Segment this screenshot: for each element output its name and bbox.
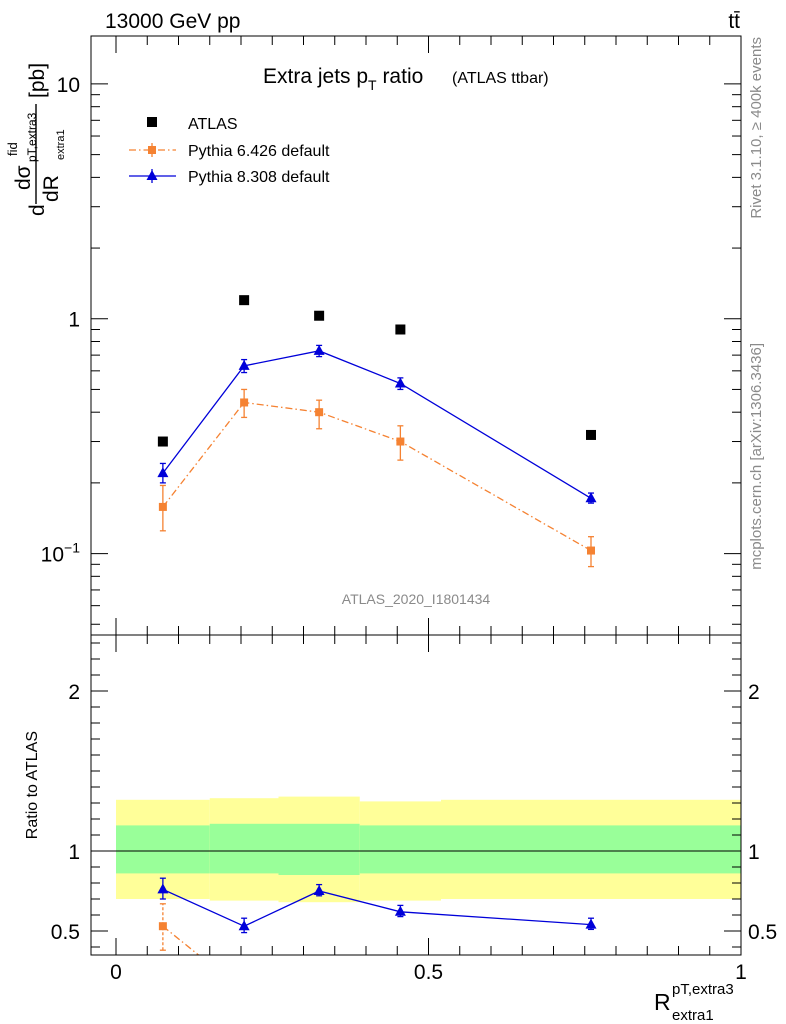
ylabel-unit: [pb] (26, 63, 49, 98)
process-label: tt̄ (728, 10, 740, 33)
ratio-y-tick-label-right: 0.5 (748, 921, 777, 944)
ratio-y-tick-label-right: 2 (748, 681, 760, 704)
title-rest: ratio (377, 65, 424, 88)
data-point-pythia-6-426-default (315, 408, 324, 417)
main-series (157, 295, 597, 568)
ratio-point-pythia-8-308-default (585, 918, 597, 929)
data-point-pythia-6-426-default (158, 502, 167, 511)
energy-label: 13000 GeV pp (105, 10, 240, 33)
band-green (209, 823, 279, 874)
xlabel-sub: extra1 (672, 1007, 714, 1024)
ylabel-d: d (26, 204, 49, 216)
ylabel-dsigma: dσ (12, 165, 35, 190)
ratio-x-tick-label: 1 (735, 961, 747, 984)
data-point-pythia-8-308-default (585, 492, 597, 503)
ylabel-dR: dR (40, 175, 63, 202)
chart-title: Extra jets pT ratio (263, 65, 423, 93)
main-y-tick-label: 10−1 (41, 540, 81, 567)
data-point-atlas (395, 324, 406, 335)
mcplots-label: mcplots.cern.ch [arXiv:1306.3436] (748, 343, 765, 570)
ratio-point-pythia-8-308-default (313, 885, 325, 895)
legend-py8-label: Pythia 8.308 default (188, 169, 330, 186)
title-sub: T (368, 77, 377, 93)
ratio-y-tick-label-left: 1 (68, 841, 80, 864)
ratio-y-tick-labels: 0.5 0.5 1 1 2 2 (51, 681, 777, 944)
main-y-tick-label: 1 (68, 309, 80, 332)
data-point-pythia-8-308-default (157, 467, 169, 478)
xlabel-R: R (654, 989, 671, 1015)
legend-atlas-label: ATLAS (188, 116, 238, 133)
ratio-point-pythia-6-426-default (158, 922, 167, 931)
ratio-point-pythia-8-308-default (157, 883, 169, 894)
ratio-x-tick-label: 0.5 (414, 961, 443, 984)
data-point-atlas (157, 436, 168, 447)
rivet-label: Rivet 3.1.10, ≥ 400k events (748, 37, 765, 219)
ratio-panel: 0.5 0.51 12 2 0 0.5 1 Ratio to ATLAS R pT,ext… (24, 634, 777, 1024)
band-green (116, 825, 210, 874)
legend-py8-marker (146, 170, 158, 180)
ylabel-fid: fid (5, 142, 20, 156)
legend: ATLAS Pythia 6.426 default Pythia 8.308 … (129, 116, 330, 186)
ratio-y-tick-label-right: 1 (748, 841, 760, 864)
ratio-point-pythia-8-308-default (238, 920, 250, 931)
data-point-pythia-8-308-default (238, 359, 250, 370)
main-y-tick-label-exp: −1 (64, 540, 80, 556)
main-y-axis-label: d dσ fid pT,extra3 dR extra1 [pb] (5, 63, 67, 216)
main-x-ticks (115, 36, 742, 635)
band-green (441, 825, 741, 874)
xlabel-sup: pT,extra3 (672, 981, 734, 998)
ratio-series (157, 877, 597, 956)
ratio-x-tick-labels: 0 0.5 1 (110, 961, 747, 984)
series-line-pythia-6-426-default (162, 401, 592, 552)
band-green (359, 825, 441, 874)
data-point-atlas (239, 295, 250, 306)
ratio-uncertainty-bands (116, 796, 741, 903)
data-point-atlas (586, 429, 596, 440)
ratio-x-ticks (115, 635, 742, 955)
ratio-y-tick-label-left: 2 (68, 681, 80, 704)
chart-title-paren: (ATLAS ttbar) (452, 70, 549, 87)
data-point-pythia-6-426-default (587, 546, 595, 555)
data-point-atlas (314, 310, 325, 321)
ratio-y-tick-label-left: 0.5 (51, 921, 80, 944)
ratio-point-pythia-8-308-default (394, 905, 406, 916)
data-point-pythia-8-308-default (313, 344, 325, 355)
legend-atlas-marker (147, 117, 157, 127)
ratio-y-axis-label: Ratio to ATLAS (24, 731, 41, 839)
legend-py6-label: Pythia 6.426 default (188, 143, 330, 160)
data-point-pythia-6-426-default (396, 437, 405, 446)
main-y-ticks (91, 83, 741, 625)
data-point-pythia-6-426-default (240, 398, 249, 407)
main-y-tick-label: 10 (57, 74, 80, 97)
ratio-frame (90, 634, 742, 956)
ylabel-sub: pT,extra3 (25, 112, 39, 162)
ratio-y-ticks (91, 642, 741, 948)
band-green (278, 823, 360, 875)
x-axis-label: R pT,extra3 extra1 (654, 981, 734, 1024)
ylabel-extra1: extra1 (55, 129, 67, 160)
main-y-tick-label-base: 10 (41, 544, 64, 567)
ratio-line-pythia-6-426-default (162, 925, 199, 956)
data-point-pythia-8-308-default (394, 377, 406, 388)
legend-py6-marker (148, 146, 156, 154)
ratio-x-tick-label: 0 (110, 961, 122, 984)
analysis-watermark: ATLAS_2020_I1801434 (342, 591, 491, 607)
title-main: Extra jets p (263, 65, 368, 88)
